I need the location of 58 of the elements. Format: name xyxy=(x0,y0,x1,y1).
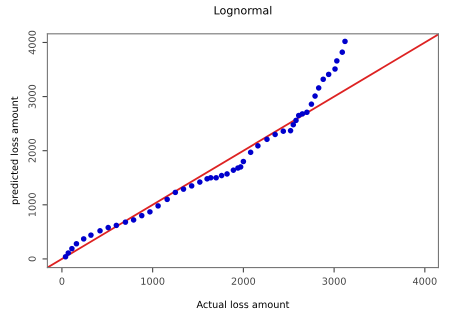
point xyxy=(316,85,322,91)
point xyxy=(326,72,332,78)
point xyxy=(342,38,348,44)
point xyxy=(293,118,299,124)
point xyxy=(62,254,68,260)
point xyxy=(65,250,72,256)
x-tick-label: 4000 xyxy=(412,277,437,285)
point xyxy=(74,240,80,247)
point xyxy=(122,219,128,225)
point xyxy=(172,190,178,196)
point xyxy=(230,167,236,173)
point xyxy=(155,203,161,209)
x-tick-label: 3000 xyxy=(322,277,346,285)
point xyxy=(188,183,194,189)
point xyxy=(218,172,224,178)
point xyxy=(255,143,261,149)
x-tick-label: 0 xyxy=(59,277,64,285)
point xyxy=(332,66,338,72)
point xyxy=(290,122,296,128)
point xyxy=(130,217,136,223)
point xyxy=(147,209,153,215)
point xyxy=(280,128,286,134)
point xyxy=(224,171,230,177)
point xyxy=(248,150,254,156)
point xyxy=(69,246,75,252)
point xyxy=(88,232,94,238)
y-tick-label: 3000 xyxy=(28,84,36,108)
point xyxy=(288,128,294,134)
x-tick-label: 2000 xyxy=(232,277,256,285)
point xyxy=(97,228,103,234)
x-axis-title: Actual loss amount xyxy=(196,300,290,308)
point xyxy=(80,236,86,242)
point xyxy=(197,179,203,185)
point xyxy=(264,136,270,142)
point xyxy=(164,196,170,202)
y-axis-title: predicted loss amount xyxy=(10,96,20,204)
y-tick-label: 2000 xyxy=(28,138,36,162)
point xyxy=(180,186,186,192)
y-tick-label: 4000 xyxy=(28,30,36,54)
point xyxy=(114,222,120,228)
point xyxy=(238,164,244,170)
x-tick-label: 1000 xyxy=(141,277,164,285)
point xyxy=(339,49,346,55)
point xyxy=(272,132,278,138)
point xyxy=(208,174,214,181)
chart-title: Lognormal xyxy=(214,6,272,17)
y-tick-label: 0 xyxy=(28,256,36,262)
point xyxy=(240,158,246,164)
point xyxy=(308,101,314,107)
point xyxy=(304,109,310,116)
y-tick-label: 1000 xyxy=(28,193,36,216)
point xyxy=(105,224,111,230)
point xyxy=(213,174,219,181)
point xyxy=(138,212,145,218)
point xyxy=(312,93,318,99)
point xyxy=(320,76,326,82)
point xyxy=(334,58,340,64)
point xyxy=(300,111,306,117)
